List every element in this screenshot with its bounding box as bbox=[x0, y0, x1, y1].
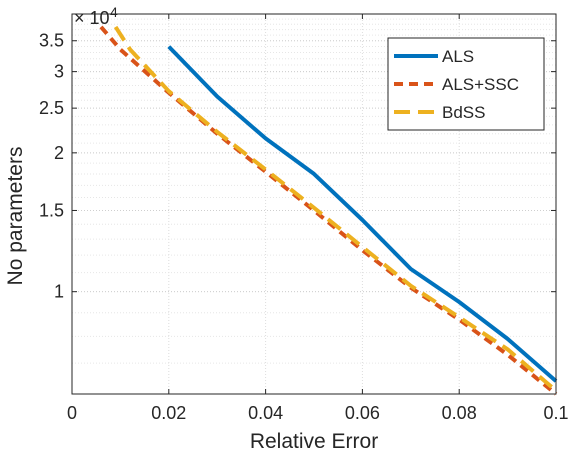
y-tick-label: 3.5 bbox=[39, 31, 64, 51]
x-axis-label: Relative Error bbox=[250, 430, 378, 453]
y-axis-label: No parameters bbox=[4, 147, 27, 286]
tick-labels: 0 0.02 0.04 0.06 0.08 0.1 1 1.5 2 2.5 3 3.5 bbox=[39, 31, 569, 423]
legend-entry: ALS+SSC bbox=[442, 75, 519, 94]
legend: ALS ALS+SSC BdSS bbox=[387, 37, 545, 131]
legend-entry: BdSS bbox=[442, 103, 485, 122]
axes bbox=[71, 13, 557, 395]
y-tick-label: 2 bbox=[54, 143, 64, 163]
y-tick-label: 1 bbox=[54, 282, 64, 302]
x-tick-label: 0.1 bbox=[543, 403, 568, 423]
y-tick-label: 2.5 bbox=[39, 98, 64, 118]
axes-box bbox=[71, 13, 557, 395]
y-tick-label: 3 bbox=[54, 62, 64, 82]
x-tick-label: 0.04 bbox=[248, 403, 283, 423]
y-tick-label: 1.5 bbox=[39, 200, 64, 220]
x-tick-label: 0 bbox=[67, 403, 77, 423]
series-line-bdss bbox=[113, 25, 558, 393]
series-line-als-ssc bbox=[99, 25, 558, 396]
x-tick-label: 0.06 bbox=[345, 403, 380, 423]
legend-entry: ALS bbox=[442, 47, 474, 66]
y-exponent-label: × 10 4 bbox=[74, 4, 118, 28]
plot-area bbox=[99, 25, 558, 396]
x-tick-label: 0.02 bbox=[151, 403, 186, 423]
y-exponent-base: × 10 bbox=[74, 8, 110, 28]
y-exponent-power: 4 bbox=[110, 4, 118, 20]
series-line-als bbox=[167, 45, 558, 383]
x-tick-label: 0.08 bbox=[442, 403, 477, 423]
